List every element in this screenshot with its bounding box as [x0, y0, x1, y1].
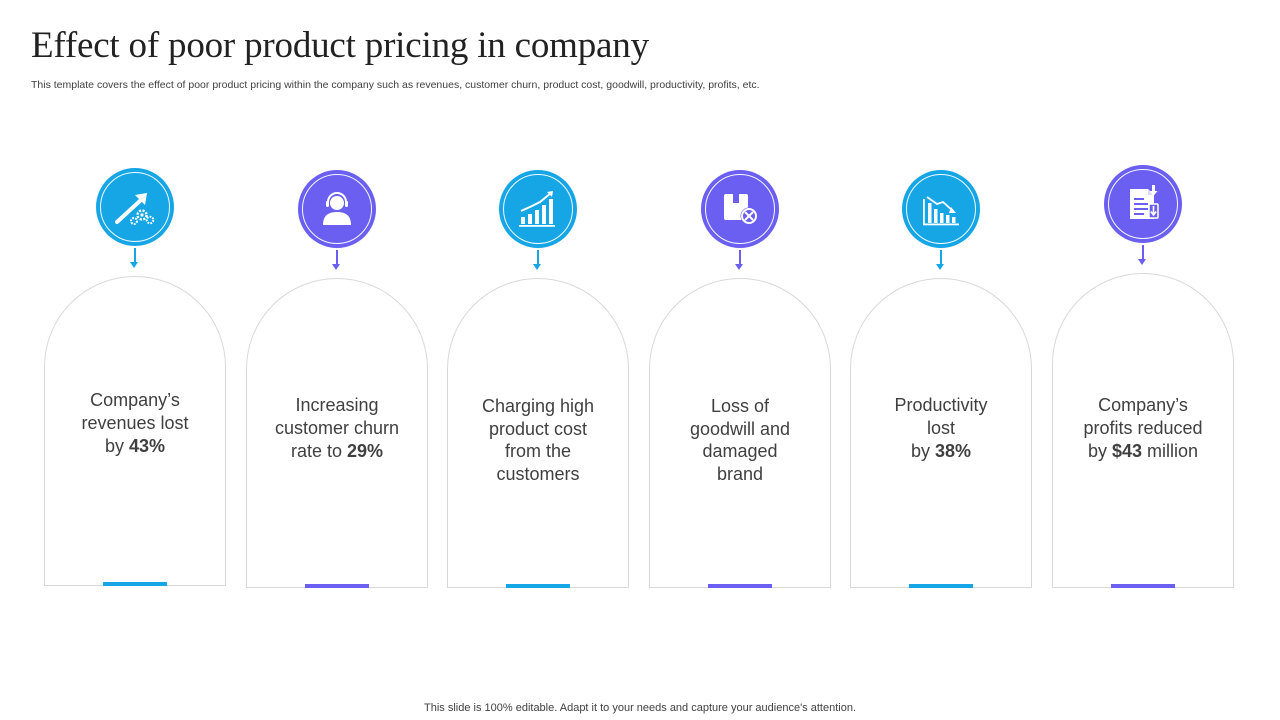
product-cost-icon-badge [499, 170, 577, 248]
card-text: Productivity lost by 38% [894, 395, 988, 461]
card-text: Loss of goodwill and damaged brand [689, 396, 791, 484]
growth-arrow-gears-icon [115, 193, 155, 225]
connector-arrowhead [533, 264, 541, 270]
card-text: Company’s revenues lost by 43% [81, 390, 189, 456]
accent-bar [305, 584, 369, 588]
accent-bar [506, 584, 570, 588]
accent-bar [909, 584, 973, 588]
rising-bar-chart-icon [519, 191, 555, 227]
highlight-value: 38% [934, 441, 972, 461]
revenue-icon-badge [96, 168, 174, 246]
footer-note: This slide is 100% editable. Adapt it to… [424, 702, 856, 714]
productivity-icon-badge [902, 170, 980, 248]
profits-icon-badge [1104, 165, 1182, 243]
profit-document-down-icon [1130, 185, 1159, 219]
connector-line [537, 250, 539, 264]
connector-line [134, 248, 136, 262]
connector-line [940, 250, 942, 264]
arch-card: Charging high product cost from the cust… [447, 278, 629, 588]
highlight-value: 43% [128, 436, 166, 456]
card-text: Increasing customer churn rate to 29% [274, 395, 400, 461]
connector-line [1142, 245, 1144, 259]
highlight-value: $43 [1111, 441, 1143, 461]
connector-arrowhead [735, 264, 743, 270]
connector-line [739, 250, 741, 264]
accent-bar [1111, 584, 1175, 588]
arch-card: Increasing customer churn rate to 29% [246, 278, 428, 588]
declining-bar-chart-icon [923, 196, 959, 226]
page-title: Effect of poor product pricing in compan… [31, 25, 649, 66]
accent-bar [103, 582, 167, 586]
card-text: Charging high product cost from the cust… [481, 396, 595, 484]
damaged-box-icon [724, 194, 758, 225]
goodwill-icon-badge [701, 170, 779, 248]
page-subtitle: This template covers the effect of poor … [31, 79, 760, 91]
customer-person-icon [323, 192, 351, 225]
connector-arrowhead [332, 264, 340, 270]
card-text: Company’s profits reduced by $43 million [1083, 395, 1203, 461]
connector-arrowhead [1138, 259, 1146, 265]
arch-card: Loss of goodwill and damaged brand [649, 278, 831, 588]
churn-icon-badge [298, 170, 376, 248]
connector-arrowhead [130, 262, 138, 268]
arch-card: Company’s profits reduced by $43 million [1052, 273, 1234, 588]
highlight-value: 29% [347, 441, 384, 461]
connector-line [336, 250, 338, 264]
arch-card: Company’s revenues lost by 43% [44, 276, 226, 586]
arch-card: Productivity lost by 38% [850, 278, 1032, 588]
connector-arrowhead [936, 264, 944, 270]
accent-bar [708, 584, 772, 588]
